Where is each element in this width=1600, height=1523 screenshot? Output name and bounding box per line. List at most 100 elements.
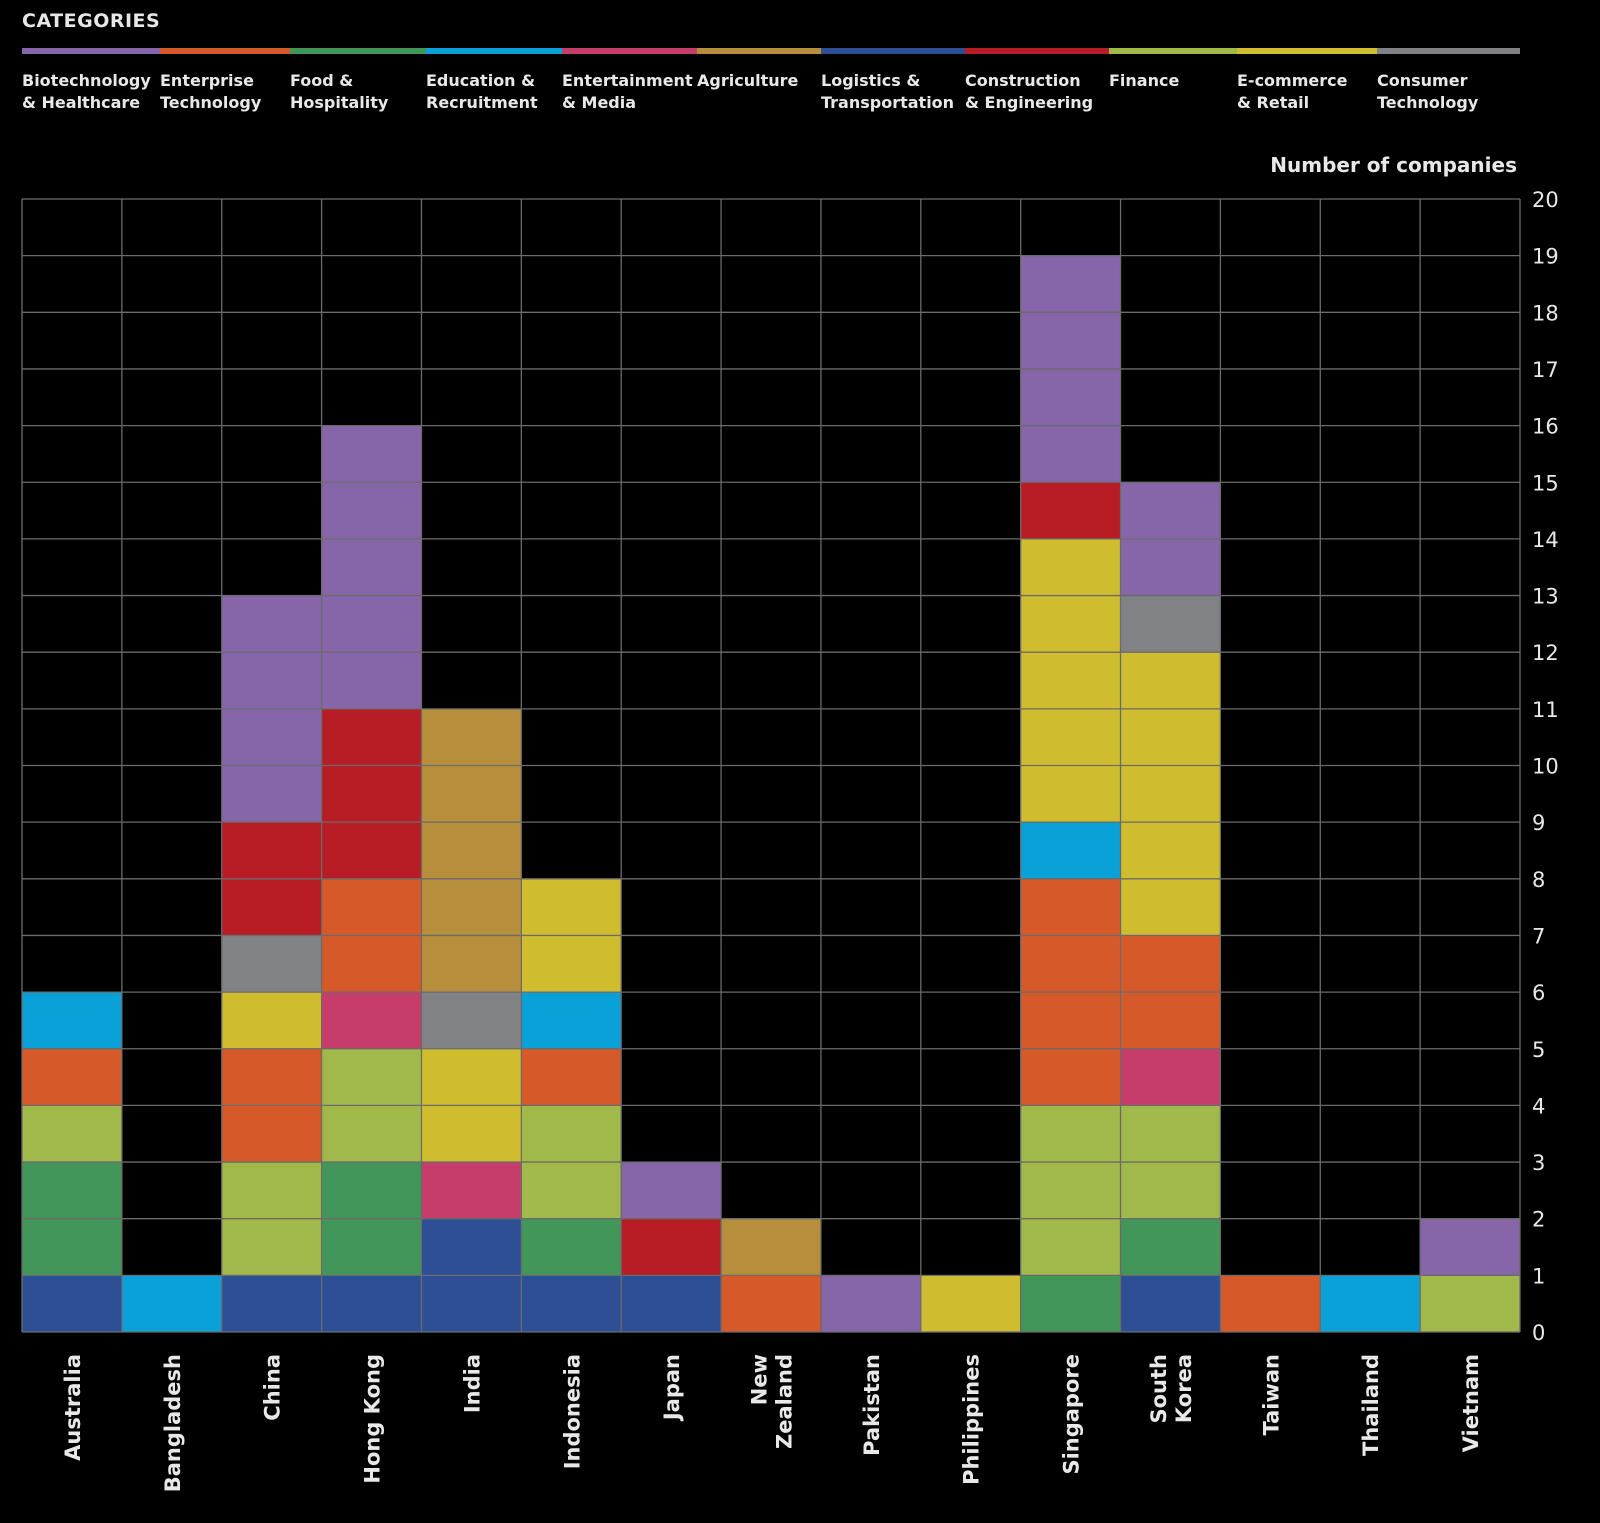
- bar-segment: [1120, 595, 1221, 653]
- bar-segment: [721, 1218, 821, 1276]
- legend-label-line: Construction: [965, 71, 1081, 90]
- x-tick-label: Taiwan: [1259, 1354, 1283, 1436]
- bar-segment: [22, 1048, 122, 1106]
- y-tick-label: 6: [1532, 981, 1545, 1005]
- bar-segment: [1420, 1218, 1520, 1276]
- legend-label: E-commerce & Retail: [1237, 70, 1377, 114]
- legend-label: Consumer Technology: [1377, 70, 1520, 114]
- y-tick-label: 10: [1532, 755, 1559, 779]
- legend-label-line: Technology: [1377, 93, 1479, 112]
- bar-segment: [621, 1162, 722, 1219]
- y-tick-label: 11: [1532, 698, 1559, 722]
- legend-swatch: [426, 48, 562, 54]
- y-tick-label: 4: [1532, 1094, 1545, 1118]
- legend-label: Food & Hospitality: [290, 70, 426, 114]
- legend-label-line: Entertainment: [562, 71, 693, 90]
- legend-swatch: [22, 48, 160, 54]
- bar-segment: [521, 1048, 622, 1106]
- y-tick-label: 1: [1532, 1264, 1545, 1288]
- legend-label-line: Agriculture: [697, 71, 799, 90]
- y-tick-label: 9: [1532, 811, 1545, 835]
- y-tick-label: 5: [1532, 1038, 1545, 1062]
- y-tick-label: 20: [1532, 188, 1559, 212]
- bar-segment: [1320, 1275, 1421, 1332]
- bar-segment: [1120, 652, 1221, 936]
- x-tick-label: Philippines: [960, 1354, 984, 1485]
- legend-label-line: Finance: [1109, 71, 1180, 90]
- x-tick-label: Thailand: [1359, 1354, 1383, 1456]
- x-tick-label: Indonesia: [560, 1354, 584, 1469]
- bar-segment: [421, 708, 522, 993]
- legend-swatch: [965, 48, 1109, 54]
- legend-label: Finance: [1109, 70, 1237, 92]
- legend-item: Consumer Technology: [1377, 48, 1520, 114]
- legend-item: Enterprise Technology: [160, 48, 290, 114]
- x-tick-label: Japan: [660, 1354, 684, 1422]
- x-tick-label: India: [460, 1354, 484, 1413]
- y-tick-label: 0: [1532, 1321, 1545, 1345]
- legend-label-line: Hospitality: [290, 93, 389, 112]
- bar-segment: [22, 1105, 122, 1163]
- x-tick-label: Pakistan: [860, 1354, 884, 1456]
- y-tick-label: 13: [1532, 585, 1559, 609]
- legend-swatch: [821, 48, 965, 54]
- bar-segment: [1220, 1275, 1321, 1332]
- y-tick-label: 2: [1532, 1208, 1545, 1232]
- y-tick-label: 18: [1532, 301, 1559, 325]
- legend-label: Logistics & Transportation: [821, 70, 965, 114]
- bar-segment: [1120, 1275, 1221, 1332]
- y-tick-label: 7: [1532, 924, 1545, 948]
- legend-swatch: [562, 48, 697, 54]
- legend-label-line: Biotechnology: [22, 71, 151, 90]
- legend-label-line: Consumer: [1377, 71, 1468, 90]
- bar-segment: [321, 992, 422, 1049]
- legend-item: Finance: [1109, 48, 1237, 114]
- legend-label-line: & Engineering: [965, 93, 1094, 112]
- legend-item: Entertainment & Media: [562, 48, 697, 114]
- legend-label-line: Enterprise: [160, 71, 254, 90]
- y-tick-label: 19: [1532, 245, 1559, 269]
- legend-label: Entertainment & Media: [562, 70, 697, 114]
- legend-label: Biotechnology & Healthcare: [22, 70, 160, 114]
- bar-segment: [920, 1275, 1021, 1332]
- bar-segment: [121, 1275, 222, 1332]
- bar-segment: [221, 935, 322, 993]
- x-tick-label: Singapore: [1060, 1354, 1084, 1475]
- bar-segment: [621, 1275, 722, 1332]
- bar-segment: [521, 1275, 622, 1332]
- x-tick-label: Bangladesh: [161, 1354, 185, 1492]
- legend-label-line: Recruitment: [426, 93, 538, 112]
- y-tick-label: 16: [1532, 415, 1559, 439]
- legend-label-line: & Media: [562, 93, 637, 112]
- y-tick-label: 3: [1532, 1151, 1545, 1175]
- bar-segment: [521, 1218, 622, 1276]
- bar-segment: [1120, 1048, 1221, 1106]
- y-tick-label: 14: [1532, 528, 1559, 552]
- x-tick-label: Korea: [1172, 1354, 1196, 1423]
- legend-item: Logistics & Transportation: [821, 48, 965, 114]
- bar-segment: [22, 1275, 122, 1332]
- legend-label-line: Technology: [160, 93, 262, 112]
- bar-segment: [421, 1162, 522, 1219]
- bar-segment: [721, 1275, 821, 1332]
- bar-segment: [1020, 822, 1121, 879]
- legend-title: CATEGORIES: [22, 10, 161, 32]
- legend-label: Construction & Engineering: [965, 70, 1109, 114]
- legend-swatch: [1109, 48, 1237, 54]
- legend-label: Agriculture: [697, 70, 821, 92]
- legend-swatch: [160, 48, 290, 54]
- x-tick-label: China: [261, 1354, 285, 1421]
- x-tick-label: New: [748, 1354, 772, 1405]
- legend-item: Agriculture: [697, 48, 821, 114]
- bar-segment: [221, 992, 322, 1049]
- bar-segment: [1020, 1105, 1121, 1276]
- x-tick-label: Zealand: [773, 1354, 797, 1449]
- legend-item: Education & Recruitment: [426, 48, 562, 114]
- legend-label: Education & Recruitment: [426, 70, 562, 114]
- legend-label-line: Transportation: [821, 93, 955, 112]
- bar-segment: [421, 992, 522, 1049]
- x-tick-label: Hong Kong: [361, 1354, 385, 1484]
- legend-swatch: [697, 48, 821, 54]
- bar-segment: [1020, 538, 1121, 823]
